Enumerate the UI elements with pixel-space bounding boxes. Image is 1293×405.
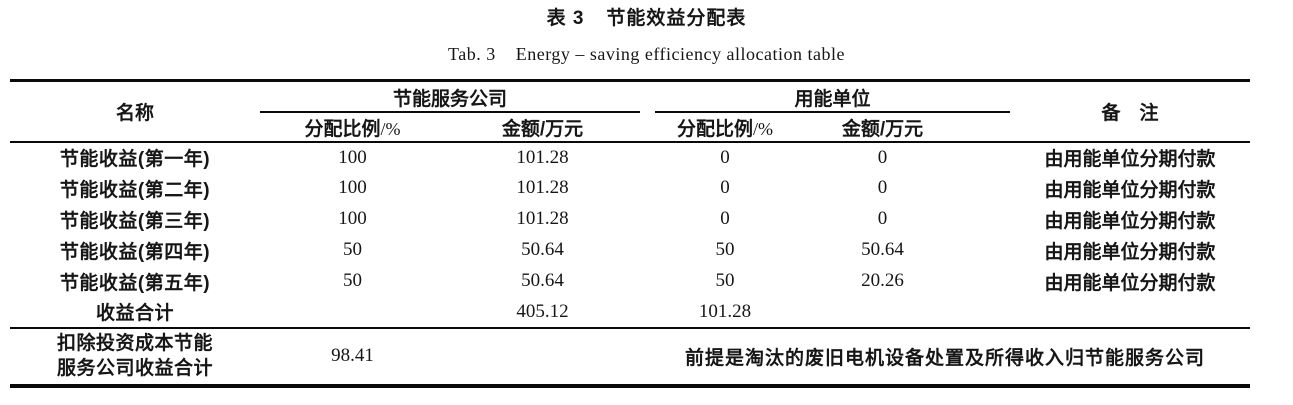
cell-net-total-name: 扣除投资成本节能 服务公司收益合计 xyxy=(56,333,213,379)
caption-en-title: Energy – saving efficiency allocation ta… xyxy=(515,44,845,64)
caption-en-number: Tab. 3 xyxy=(448,44,496,64)
cell-user-ratio: 50 xyxy=(715,270,735,291)
cell-esco-amount: 405.12 xyxy=(445,296,641,329)
cell-user-ratio: 101.28 xyxy=(640,296,811,329)
cell-name: 节能收益(第一年) xyxy=(59,149,211,170)
cell-esco-amount: 101.28 xyxy=(516,208,569,229)
table-caption-zh: 表 3 节能效益分配表 xyxy=(0,0,1293,31)
column-group-user-label: 用能单位 xyxy=(655,82,1011,114)
column-header-esco-amount: 金额/万元 xyxy=(445,113,641,143)
cell-name: 节能收益(第二年) xyxy=(59,179,211,201)
cell-user-ratio: 0 xyxy=(720,208,730,229)
column-header-user-ratio: 分配比例/% xyxy=(640,113,811,143)
cell-esco-ratio: 50 xyxy=(343,270,362,291)
header-sub-row: 分配比例/% 金额/万元 分配比例/% 金额/万元 xyxy=(10,113,1250,143)
cell-user-amount: 50.64 xyxy=(861,239,904,260)
cell-esco-amount: 50.64 xyxy=(521,270,564,291)
caption-zh-title: 节能效益分配表 xyxy=(606,8,747,29)
cell-remark: 由用能单位分期付款 xyxy=(1044,210,1216,232)
cell-esco-ratio: 100 xyxy=(338,208,367,229)
cell-user-amount xyxy=(810,296,1011,329)
header-group-row: 名称 节能服务公司 用能单位 备 注 xyxy=(10,80,1251,143)
column-header-name: 名称 xyxy=(10,80,260,143)
cell-user-ratio: 0 xyxy=(720,177,730,198)
column-group-user: 用能单位 xyxy=(640,81,1011,114)
column-group-esco-label: 节能服务公司 xyxy=(260,82,641,114)
cell-net-total-value: 98.41 xyxy=(331,345,374,366)
cell-esco-ratio: 100 xyxy=(338,177,367,198)
cell-remark: 由用能单位分期付款 xyxy=(1044,149,1216,170)
cell-footnote: 前提是淘汰的废旧电机设备处置及所得收入归节能服务公司 xyxy=(685,347,1206,369)
table-caption-en: Tab. 3 Energy – saving efficiency allocat… xyxy=(0,43,1293,65)
table-row-year2: 节能收益(第二年) 100 101.28 0 0 由用能单位分期付款 xyxy=(10,173,1250,204)
allocation-table: 名称 节能服务公司 用能单位 备 注 分配比例/% 金额/万元 分配比例/% 金… xyxy=(10,79,1251,388)
cell-user-amount: 0 xyxy=(877,146,888,168)
cell-remark: 由用能单位分期付款 xyxy=(1044,179,1216,201)
cell-esco-ratio: 50 xyxy=(343,239,362,260)
cell-name: 节能收益(第四年) xyxy=(59,241,211,263)
cell-empty xyxy=(445,328,640,386)
cell-esco-ratio xyxy=(260,296,445,329)
cell-name: 收益合计 xyxy=(10,296,260,329)
column-group-esco: 节能服务公司 xyxy=(260,81,641,114)
caption-zh-number: 表 3 xyxy=(546,8,585,29)
table-row-total: 收益合计 405.12 101.28 xyxy=(10,296,1251,329)
cell-user-amount: 0 xyxy=(877,208,888,229)
cell-name: 节能收益(第五年) xyxy=(59,272,211,294)
cell-remark: 由用能单位分期付款 xyxy=(1044,241,1216,263)
cell-esco-amount: 101.28 xyxy=(516,146,569,168)
cell-remark: 由用能单位分期付款 xyxy=(1044,272,1216,294)
table-row-year4: 节能收益(第四年) 50 50.64 50 50.64 由用能单位分期付款 xyxy=(10,235,1250,266)
table-row-year3: 节能收益(第三年) 100 101.28 0 0 由用能单位分期付款 xyxy=(10,204,1250,235)
cell-esco-amount: 101.28 xyxy=(516,177,569,198)
cell-name: 节能收益(第三年) xyxy=(59,210,211,232)
table-row-year1: 节能收益(第一年) 100 101.28 0 0 由用能单位分期付款 xyxy=(10,142,1250,173)
column-header-remark: 备 注 xyxy=(1010,80,1251,143)
cell-user-amount: 20.26 xyxy=(861,270,904,291)
column-header-esco-ratio: 分配比例/% xyxy=(260,113,445,143)
table-row-year5: 节能收益(第五年) 50 50.64 50 20.26 由用能单位分期付款 xyxy=(10,266,1250,297)
cell-esco-ratio: 100 xyxy=(338,146,367,168)
cell-user-ratio: 0 xyxy=(720,146,730,168)
column-header-user-amount: 金额/万元 xyxy=(810,113,1011,143)
cell-user-ratio: 50 xyxy=(715,239,735,260)
cell-user-amount: 0 xyxy=(877,177,888,198)
table-row-net-total: 扣除投资成本节能 服务公司收益合计 98.41 前提是淘汰的废旧电机设备处置及所… xyxy=(10,328,1250,386)
cell-remark xyxy=(1010,296,1251,329)
cell-esco-amount: 50.64 xyxy=(521,239,564,260)
